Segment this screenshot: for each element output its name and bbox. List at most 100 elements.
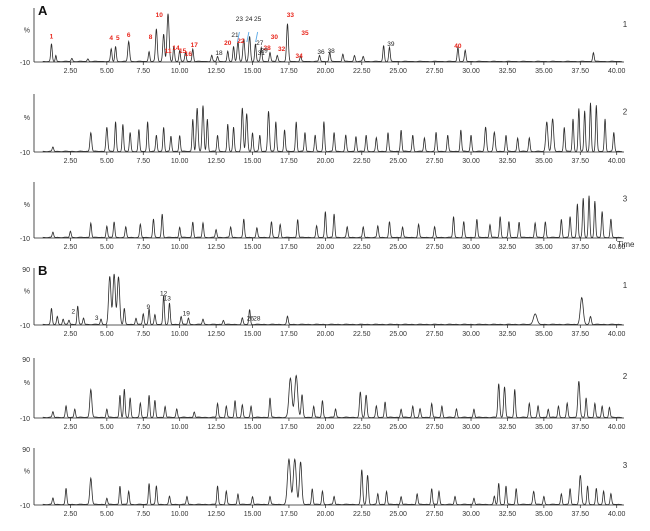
a-trace-1-x-tick-label: 25.00 [389,68,407,75]
b-trace-1-peak-label: 19 [183,311,191,318]
a-trace-1-peak-label: 27 [256,40,264,47]
a-trace-2-x-tick-label: 20.00 [317,158,335,165]
b-trace-3-x-tick-label: 35.00 [535,511,553,518]
a-trace-1-x-tick-label: 27.50 [426,68,444,75]
b-trace-2-series-line [42,374,623,419]
a-trace-1-x-tick-label: 35.00 [535,68,553,75]
b-trace-2-y-tick-label: % [24,380,30,387]
b-trace-3-x-tick-label: 22.50 [353,511,371,518]
b-trace-3-x-tick-label: 12.50 [207,511,225,518]
a-trace-2-x-tick-label: 5.00 [100,158,114,165]
a-trace-1-peak-label: 31 [258,50,266,57]
peak-arrow [255,31,259,43]
b-trace-2-y-tick-label: -10 [20,416,30,423]
a-trace-2-x-tick-label: 10.00 [171,158,189,165]
a-trace-2-x-tick-label: 7.50 [136,158,150,165]
a-trace-1-peak-label: 20 [224,40,232,47]
a-trace-2-x-tick-label: 22.50 [353,158,371,165]
a-trace-1-peak-label: 25 [254,16,262,23]
a-trace-2-x-tick-label: 30.00 [462,158,480,165]
b-trace-1-series-line [42,273,623,326]
b-trace-1-x-tick-label: 22.50 [353,331,371,338]
a-trace-1-y-tick-label: -10 [20,60,30,67]
time-axis-label: Time [617,240,635,249]
a-trace-3-x-tick-label: 35.00 [535,244,553,251]
b-trace-1-x-tick-label: 20.00 [317,331,335,338]
a-trace-1-peak-label: 23 [236,16,244,23]
a-trace-1-peak-label: 30 [271,34,279,41]
b-trace-3-series-line [42,457,623,506]
b-trace-2-x-tick-label: 22.50 [353,424,371,431]
b-trace-1-x-tick-label: 7.50 [136,331,150,338]
a-trace-3-x-tick-label: 32.50 [499,244,517,251]
a-trace-1-peak-label: 29 [261,48,269,55]
a-trace-2-x-tick-label: 17.50 [280,158,298,165]
a-trace-3-x-tick-label: 17.50 [280,244,298,251]
a-trace-1-peak-label: 22 [237,38,245,45]
a-trace-1-peak-label: 40 [454,43,462,50]
a-trace-3-x-tick-label: 25.00 [389,244,407,251]
a-trace-2-x-tick-label: 12.50 [207,158,225,165]
a-trace-1-x-tick-label: 5.00 [100,68,114,75]
b-trace-1-x-tick-label: 15.00 [244,331,262,338]
b-trace-2-x-tick-label: 35.00 [535,424,553,431]
a-trace-1-peak-label: 6 [127,32,131,39]
a-trace-1-peak-label: 11 [165,48,172,55]
b-trace-1-x-tick-label: 25.00 [389,331,407,338]
b-trace-3-x-tick-label: 7.50 [136,511,150,518]
b-trace-2-x-tick-label: 10.00 [171,424,189,431]
b-trace-3-x-tick-label: 37.50 [572,511,590,518]
a-trace-1-peak-label: 15 [179,48,187,55]
b-trace-2-x-tick-label: 27.50 [426,424,444,431]
b-trace-3-x-tick-label: 25.00 [389,511,407,518]
b-trace-3-x-tick-label: 20.00 [317,511,335,518]
a-trace-1-x-tick-label: 22.50 [353,68,371,75]
a-trace-1-x-tick-label: 10.00 [171,68,189,75]
b-trace-1-x-tick-label: 10.00 [171,331,189,338]
a-trace-2-x-tick-label: 27.50 [426,158,444,165]
b-trace-2-x-tick-label: 25.00 [389,424,407,431]
a-trace-3-series-line [42,195,623,239]
b-trace-1-peak-label: 28 [253,315,261,322]
a-trace-1-y-tick-label: % [24,27,30,34]
a-trace-3-x-tick-label: 40.00 [608,244,626,251]
trace-group: %-102.50 5.00 7.50 10.00 12.50 15.00 17.50 20.0… [20,8,628,518]
b-trace-1-peak-label: 26 [247,315,255,322]
a-trace-2-x-tick-label: 40.00 [608,158,626,165]
b-trace-1-x-tick-label: 12.50 [207,331,225,338]
a-trace-1-x-tick-label: 20.00 [317,68,335,75]
b-trace-1-x-tick-label: 2.50 [64,331,78,338]
peak-arrow [246,31,250,43]
b-trace-1-y-tick-label: % [24,289,30,296]
a-trace-1-x-tick-label: 7.50 [136,68,150,75]
a-trace-2-x-tick-label: 35.00 [535,158,553,165]
a-trace-1-x-tick-label: 37.50 [572,68,590,75]
b-trace-2-x-tick-label: 17.50 [280,424,298,431]
b-trace-1-x-tick-label: 40.00 [608,331,626,338]
a-trace-2-x-tick-label: 32.50 [499,158,517,165]
a-trace-3-y-tick-label: -10 [20,236,30,243]
b-trace-2-x-tick-label: 40.00 [608,424,626,431]
b-trace-1-x-tick-label: 37.50 [572,331,590,338]
a-trace-1-peak-label: 17 [191,42,199,49]
a-trace-3-x-tick-label: 12.50 [207,244,225,251]
b-trace-1-x-tick-label: 30.00 [462,331,480,338]
b-trace-1-number: 1 [623,281,628,290]
b-trace-1-x-tick-label: 32.50 [499,331,517,338]
a-trace-1-peak-label: 39 [387,41,395,48]
panel-a-label: A [38,3,48,18]
a-trace-1-peak-label: 32 [278,46,286,53]
b-trace-2-number: 2 [623,372,628,381]
peak-arrow [236,31,240,43]
b-trace-2-x-tick-label: 32.50 [499,424,517,431]
a-trace-1-peak-label: 24 [245,16,253,23]
a-trace-2-number: 2 [623,107,628,116]
a-trace-1-x-tick-label: 12.50 [207,68,225,75]
b-trace-2-x-tick-label: 2.50 [64,424,78,431]
a-trace-3-x-tick-label: 5.00 [100,244,114,251]
a-trace-1-peak-label: 4 [109,35,113,42]
b-trace-3-y-tick-label: -10 [20,503,30,510]
b-trace-2-x-tick-label: 30.00 [462,424,480,431]
a-trace-2-x-tick-label: 2.50 [64,158,78,165]
b-trace-3-x-tick-label: 27.50 [426,511,444,518]
